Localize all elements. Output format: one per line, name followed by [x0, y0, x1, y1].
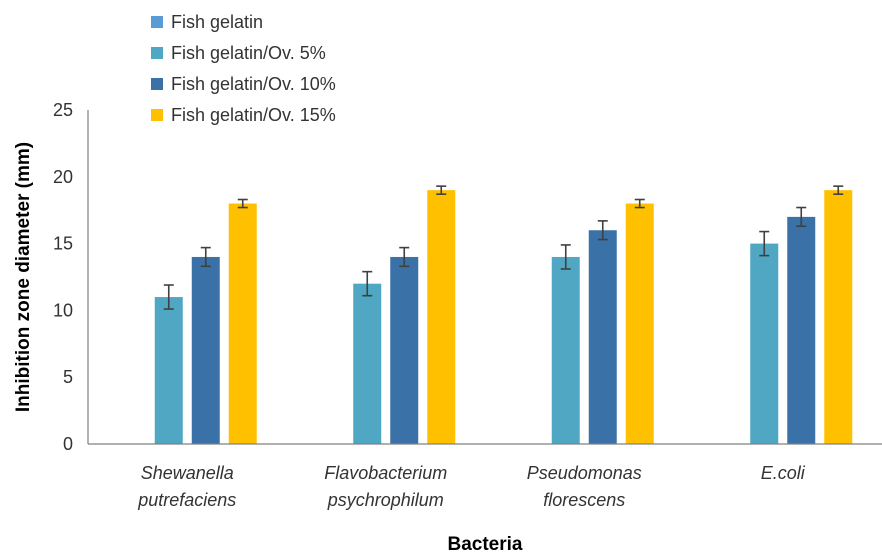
y-tick-label: 20	[53, 167, 73, 187]
x-tick-label: Pseudomonas	[527, 463, 642, 483]
bar	[787, 216, 816, 444]
legend-swatch	[151, 16, 163, 28]
x-axis-title: Bacteria	[448, 534, 523, 554]
bar	[427, 190, 456, 444]
y-tick-label: 15	[53, 234, 73, 254]
x-tick-label: putrefaciens	[137, 490, 236, 510]
legend-label: Fish gelatin/Ov. 10%	[171, 74, 336, 94]
legend-swatch	[151, 109, 163, 121]
x-axis: Shewanella putrefaciens Flavobacterium psyc…	[88, 443, 882, 510]
bar	[588, 230, 617, 444]
y-tick-label: 10	[53, 300, 73, 320]
legend: Fish gelatin Fish gelatin/Ov. 5% Fish gela…	[151, 12, 336, 125]
y-axis: 0 5 10 15 20 25	[53, 100, 89, 454]
bar	[750, 243, 779, 444]
bars	[154, 185, 853, 444]
legend-label: Fish gelatin/Ov. 15%	[171, 105, 336, 125]
bar	[625, 203, 654, 444]
bar	[390, 256, 419, 444]
legend-label: Fish gelatin	[171, 12, 263, 32]
y-tick-label: 25	[53, 100, 73, 120]
bar	[551, 256, 580, 444]
bar	[154, 297, 183, 444]
x-tick-label: Flavobacterium	[324, 463, 447, 483]
x-tick-label: psychrophilum	[327, 490, 444, 510]
legend-label: Fish gelatin/Ov. 5%	[171, 43, 326, 63]
legend-swatch	[151, 78, 163, 90]
x-tick-label: florescens	[543, 490, 625, 510]
y-tick-label: 0	[63, 434, 73, 454]
y-axis-title: Inhibition zone diameter (mm)	[13, 142, 34, 412]
bar	[353, 283, 382, 444]
bar	[228, 203, 257, 444]
bar	[191, 256, 220, 444]
legend-swatch	[151, 47, 163, 59]
y-tick-label: 5	[63, 367, 73, 387]
bar	[824, 190, 853, 444]
x-tick-label: E.coli	[761, 463, 806, 483]
x-tick-label: Shewanella	[141, 463, 234, 483]
